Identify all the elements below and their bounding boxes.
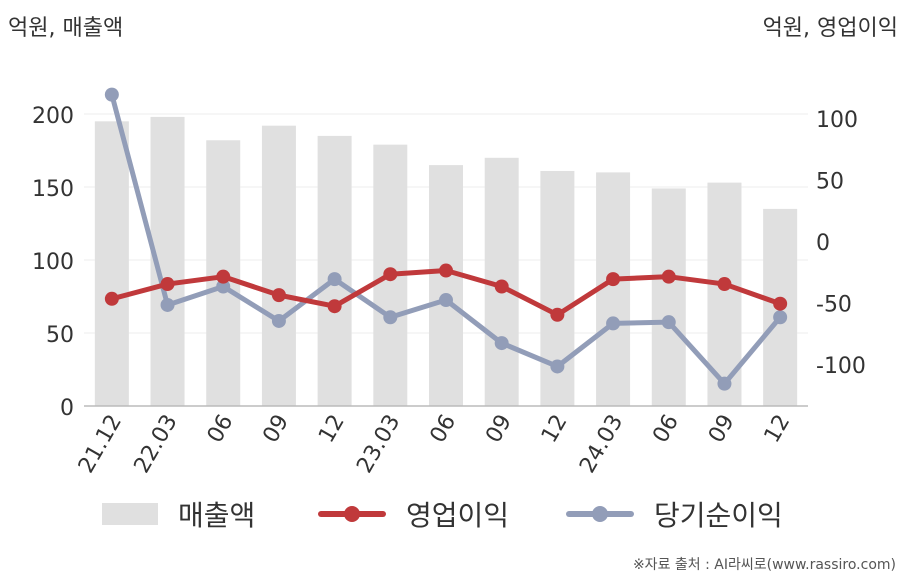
operating-profit-point — [661, 269, 676, 284]
right-tick-label: 100 — [816, 108, 858, 133]
revenue-bars — [94, 116, 798, 407]
operating-profit-point — [160, 277, 175, 292]
legend-swatch-revenue — [102, 503, 158, 525]
operating-profit-point — [216, 269, 231, 284]
x-tick-label: 23.03 — [352, 411, 405, 478]
net-profit-point — [550, 359, 565, 374]
x-tick-label: 22.03 — [130, 411, 183, 478]
right-tick-label: 0 — [816, 231, 830, 256]
net-profit-point — [494, 336, 509, 351]
right-tick-label: -50 — [816, 293, 852, 318]
revenue-bar — [261, 125, 296, 407]
operating-profit-point — [271, 288, 286, 303]
legend-label-operating: 영업이익 — [406, 499, 510, 532]
net-profit-point — [104, 87, 119, 102]
operating-profit-point — [439, 263, 453, 278]
net-profit-point — [661, 315, 676, 330]
right-axis-unit-label: 억원, 영업이익 — [762, 16, 898, 41]
left-tick-label: 50 — [46, 323, 74, 348]
legend-swatch-net — [566, 503, 634, 525]
operating-profit-point — [550, 307, 565, 322]
operating-profit-point — [494, 279, 509, 294]
net-profit-point — [383, 310, 398, 325]
x-tick-label: 06 — [426, 411, 462, 448]
legend-swatch-operating — [318, 503, 386, 525]
operating-profit-point — [606, 272, 621, 287]
revenue-bar — [94, 121, 129, 407]
x-tick-label: 09 — [258, 411, 294, 448]
profit-lines — [104, 87, 788, 391]
revenue-bar — [429, 165, 463, 406]
x-tick-label: 12 — [760, 411, 796, 448]
operating-profit-point — [104, 291, 119, 306]
x-tick-label: 12 — [314, 411, 350, 448]
right-tick-label: 50 — [816, 170, 844, 195]
left-axis-unit-label: 억원, 매출액 — [8, 16, 124, 41]
x-tick-label: 09 — [704, 411, 740, 448]
legend-item-operating: 영업이익 — [318, 492, 509, 536]
operating-profit-point — [717, 277, 732, 292]
net-profit-point — [271, 313, 286, 328]
revenue-bar — [651, 188, 686, 406]
source-credit: ※자료 출처 : AI라씨로(www.rassiro.com) — [632, 557, 896, 573]
left-tick-label: 0 — [60, 396, 74, 421]
combo-chart: 0 50 100 150 200 -100 -50 0 50 100 21.12 22.03 06 09 1… — [32, 87, 866, 478]
legend-item-revenue: 매출액 — [102, 492, 255, 536]
operating-profit-point — [773, 296, 788, 311]
operating-profit-point — [383, 267, 398, 282]
net-profit-point — [216, 279, 231, 294]
net-profit-point — [439, 293, 453, 308]
x-tick-label: 12 — [537, 411, 573, 448]
x-tick-label: 06 — [648, 411, 684, 448]
legend-label-net: 당기순이익 — [654, 499, 783, 532]
left-tick-label: 200 — [32, 104, 74, 129]
x-tick-label: 06 — [203, 411, 239, 448]
right-tick-label: -100 — [816, 354, 866, 379]
legend-label-revenue: 매출액 — [178, 499, 256, 532]
legend-item-net: 당기순이익 — [566, 492, 783, 536]
legend: 매출액 영업이익 당기순이익 — [0, 492, 908, 536]
x-tick-label: 21.12 — [74, 411, 127, 478]
net-profit-point — [327, 272, 342, 287]
left-tick-label: 100 — [32, 250, 74, 275]
revenue-bar — [317, 135, 352, 406]
left-tick-label: 150 — [32, 177, 74, 202]
net-profit-point — [773, 310, 788, 325]
net-profit-point — [160, 297, 175, 312]
x-tick-label: 24.03 — [575, 411, 628, 478]
net-profit-point — [606, 316, 621, 331]
net-profit-point — [717, 376, 732, 391]
operating-profit-point — [327, 299, 342, 314]
x-tick-label: 09 — [481, 411, 517, 448]
